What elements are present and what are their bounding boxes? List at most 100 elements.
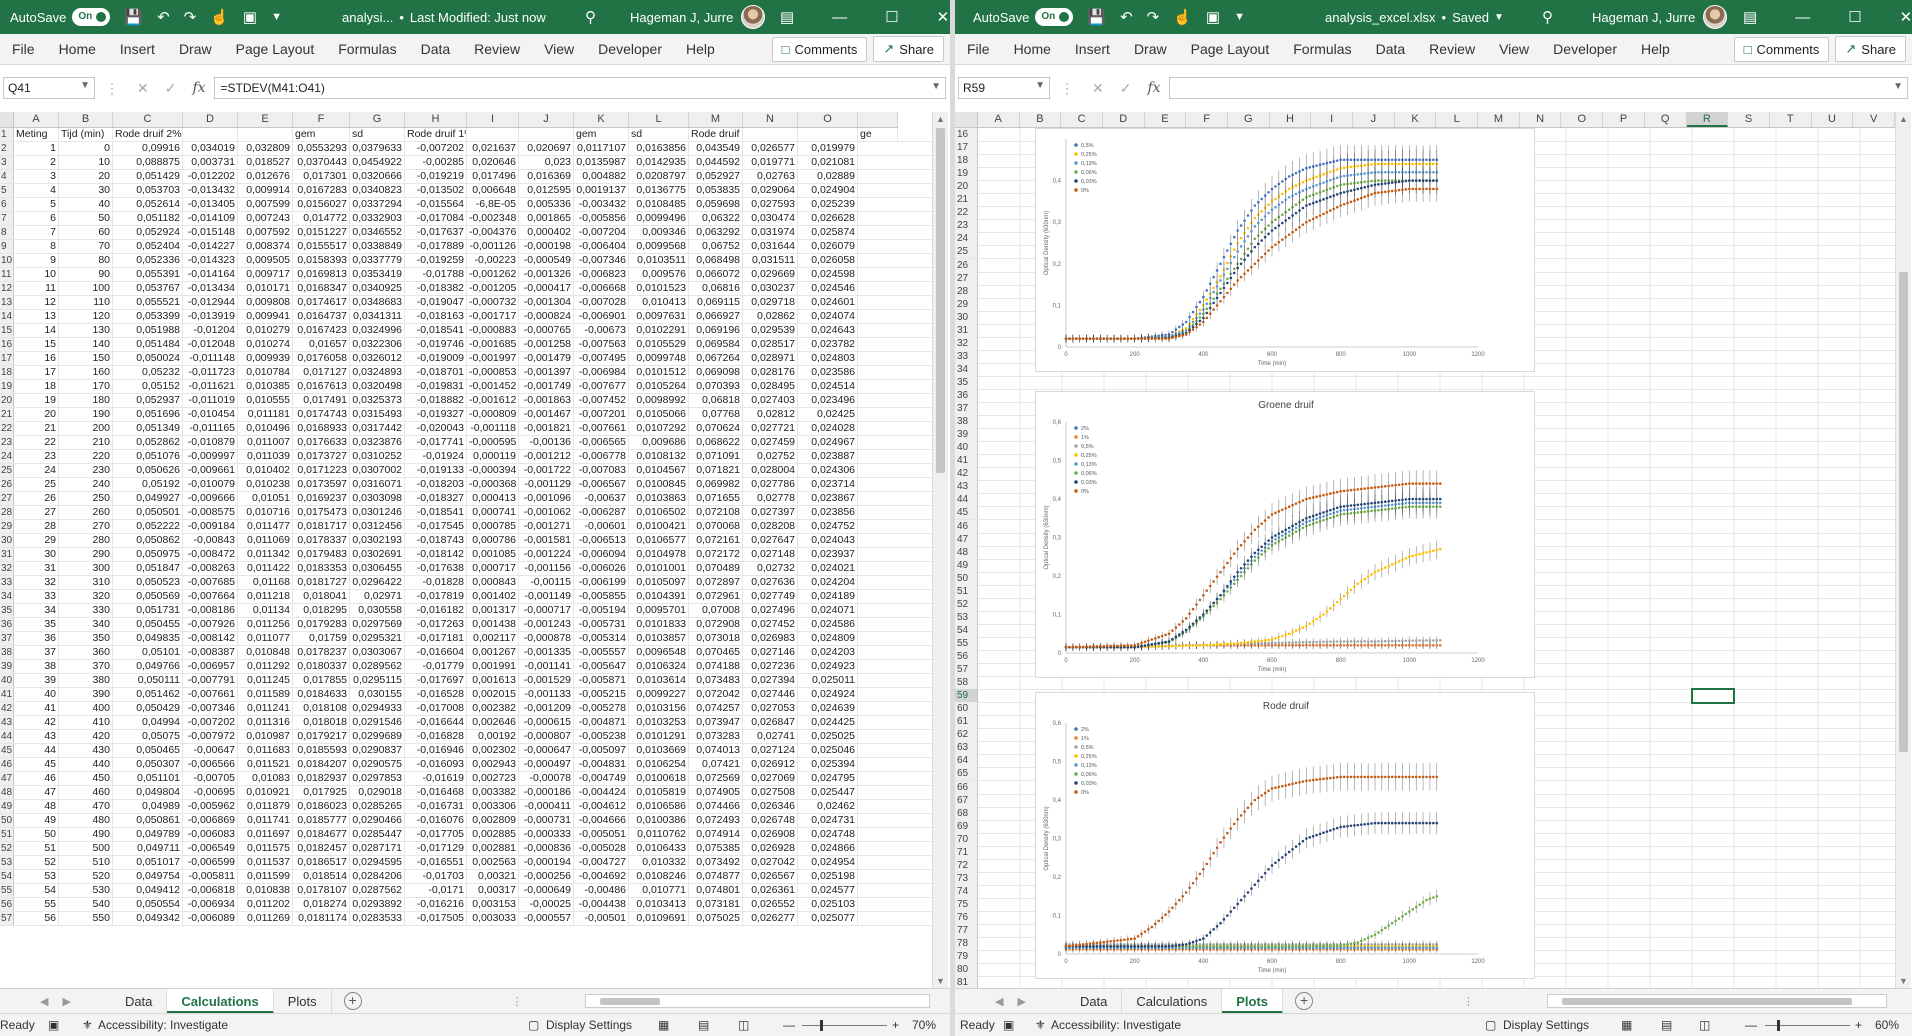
grid-cell[interactable]: 38 — [14, 660, 59, 673]
row-header[interactable]: 18 — [955, 154, 978, 168]
row-header[interactable]: 2 — [0, 142, 14, 155]
grid-cell[interactable]: 0,025874 — [798, 226, 858, 239]
grid-cell[interactable]: 0,074257 — [689, 702, 743, 715]
grid-cell[interactable]: -0,01619 — [405, 772, 467, 785]
grid-cell[interactable]: -0,006566 — [183, 758, 238, 771]
grid-cell[interactable]: 0,011683 — [238, 744, 293, 757]
grid-cell[interactable]: 0,00192 — [467, 730, 519, 743]
grid-cell[interactable]: 0,011589 — [238, 688, 293, 701]
grid-cell[interactable]: 0,006648 — [467, 184, 519, 197]
grid-cell[interactable]: -0,001096 — [519, 492, 574, 505]
grid-cell[interactable]: 0,050975 — [113, 548, 183, 561]
grid-cell[interactable]: 180 — [59, 394, 113, 407]
row-header[interactable]: 14 — [0, 310, 14, 323]
grid-cell[interactable]: 40 — [14, 688, 59, 701]
grid-cell[interactable]: -0,011148 — [183, 352, 238, 365]
grid-cell[interactable]: 0,002943 — [467, 758, 519, 771]
grid-cell[interactable]: 0,052222 — [113, 520, 183, 533]
grid-cell[interactable]: 0,0324893 — [350, 366, 405, 379]
grid-cell[interactable]: 0,069584 — [689, 338, 743, 351]
grid-cell[interactable]: 0,0181727 — [293, 576, 350, 589]
grid-cell[interactable]: 0,024189 — [798, 590, 858, 603]
plots-grid[interactable]: 16 17 18 19 20 21 22 23 24 25 26 27 28 29 30 31 32 33 34 35… — [955, 128, 1895, 988]
grid-cell[interactable]: 0,000785 — [467, 520, 519, 533]
grid-cell[interactable]: 0,026983 — [743, 632, 798, 645]
grid-cell[interactable]: 500 — [59, 842, 113, 855]
grid-cell[interactable]: 0,049342 — [113, 912, 183, 925]
grid-cell[interactable]: 0,072569 — [689, 772, 743, 785]
grid-cell[interactable]: 0,0180337 — [293, 660, 350, 673]
autosave-toggle[interactable]: On — [72, 8, 111, 26]
grid-cell[interactable]: -0,007346 — [574, 254, 629, 267]
grid-cell[interactable]: -0,016216 — [405, 898, 467, 911]
grid-cell[interactable]: 0,05101 — [113, 646, 183, 659]
row-header[interactable]: 32 — [955, 336, 978, 350]
grid-cell[interactable]: 0,05192 — [113, 478, 183, 491]
grid-cell[interactable]: 360 — [59, 646, 113, 659]
grid-cell[interactable]: 0,0168933 — [293, 422, 350, 435]
grid-cell[interactable]: 0,0179283 — [293, 618, 350, 631]
grid-cell[interactable]: 0,072042 — [689, 688, 743, 701]
grid-cell[interactable]: 0,072961 — [689, 590, 743, 603]
grid-cell[interactable]: 36 — [14, 632, 59, 645]
grid-cell[interactable]: -0,001821 — [519, 422, 574, 435]
grid-cell[interactable]: -0,006287 — [574, 506, 629, 519]
grid-cell[interactable]: 0,024639 — [798, 702, 858, 715]
grid-cell[interactable]: -0,006565 — [574, 436, 629, 449]
row-header[interactable]: 22 — [0, 422, 14, 435]
menu-page-layout[interactable]: Page Layout — [235, 41, 315, 57]
grid-cell[interactable]: 0,024731 — [798, 814, 858, 827]
grid-cell[interactable]: 300 — [59, 562, 113, 575]
grid-cell[interactable]: -0,005856 — [574, 212, 629, 225]
grid-cell[interactable]: 0,07421 — [689, 758, 743, 771]
grid-cell[interactable]: -0,006599 — [183, 856, 238, 869]
grid-cell[interactable]: 0,049804 — [113, 786, 183, 799]
grid-cell[interactable]: Rode druif 1% — [407, 128, 467, 141]
grid-cell[interactable]: 0,010555 — [238, 394, 293, 407]
grid-cell[interactable]: 0,04994 — [113, 716, 183, 729]
menu-home[interactable]: Home — [58, 41, 96, 57]
grid-cell[interactable]: 0,072161 — [689, 534, 743, 547]
grid-cell[interactable]: 0,049789 — [113, 828, 183, 841]
row-header[interactable]: 78 — [955, 937, 978, 951]
grid-cell[interactable]: 24 — [14, 464, 59, 477]
row-header[interactable]: 53 — [955, 610, 978, 624]
grid-cell[interactable]: -0,000595 — [467, 436, 519, 449]
grid-cell[interactable]: 0,0101833 — [629, 618, 689, 631]
row-header[interactable]: 28 — [955, 284, 978, 298]
grid-cell[interactable]: 0,024203 — [798, 646, 858, 659]
grid-cell[interactable]: 0,028208 — [743, 520, 798, 533]
search-icon[interactable]: ⚲ — [1542, 9, 1553, 26]
grid-cell[interactable]: 0,0338849 — [350, 240, 405, 253]
row-header[interactable]: 45 — [0, 744, 14, 757]
grid-cell[interactable]: 0,0293892 — [350, 898, 405, 911]
grid-cell[interactable]: 0,01051 — [238, 492, 293, 505]
row-header[interactable]: 26 — [955, 258, 978, 272]
grid-cell[interactable]: 0,028517 — [743, 338, 798, 351]
grid-cell[interactable]: 0,0142935 — [629, 156, 689, 169]
grid-cell[interactable]: 0,0185777 — [293, 814, 350, 827]
grid-cell[interactable]: -0,005097 — [574, 744, 629, 757]
grid-cell[interactable]: 0,0176633 — [293, 436, 350, 449]
select-all-corner[interactable] — [955, 112, 978, 127]
grid-cell[interactable]: -0,007201 — [574, 408, 629, 421]
grid-cell[interactable]: 0,0105819 — [629, 786, 689, 799]
grid-cell[interactable]: 0,050501 — [113, 506, 183, 519]
row-header[interactable]: 30 — [955, 310, 978, 324]
grid-cell[interactable]: -0,016946 — [405, 744, 467, 757]
grid-cell[interactable]: 0,018274 — [293, 898, 350, 911]
grid-cell[interactable]: -0,006778 — [574, 450, 629, 463]
grid-cell[interactable]: -0,016528 — [405, 688, 467, 701]
grid-cell[interactable]: -0,018701 — [405, 366, 467, 379]
grid-cell[interactable]: 0,071821 — [689, 464, 743, 477]
grid-cell[interactable]: 0,027148 — [743, 548, 798, 561]
row-header[interactable]: 34 — [0, 590, 14, 603]
grid-cell[interactable]: -0,018541 — [405, 324, 467, 337]
grid-cell[interactable]: 420 — [59, 730, 113, 743]
grid-cell[interactable]: 26 — [14, 492, 59, 505]
row-header[interactable]: 41 — [955, 454, 978, 468]
grid-cell[interactable]: -0,004612 — [574, 800, 629, 813]
grid-cell[interactable]: 0,029018 — [350, 786, 405, 799]
grid-cell[interactable]: -0,010454 — [183, 408, 238, 421]
grid-cell[interactable]: -0,014323 — [183, 254, 238, 267]
